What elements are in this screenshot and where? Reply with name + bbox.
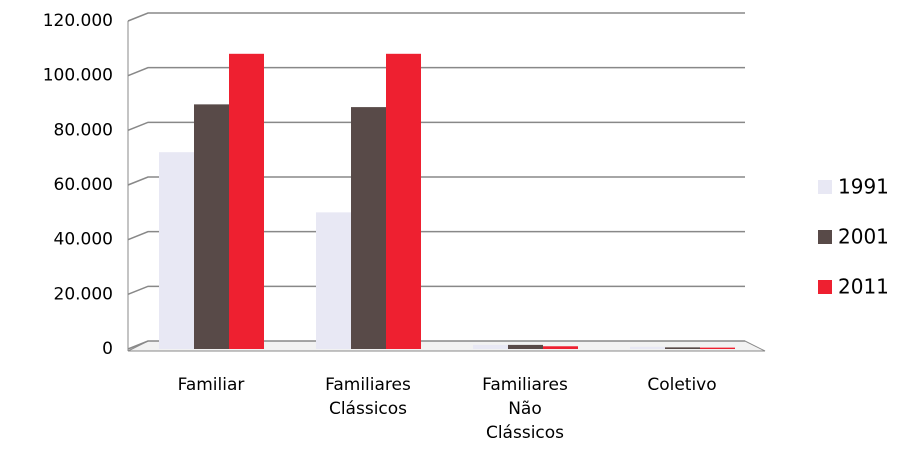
grid-line <box>127 285 745 296</box>
grid-line <box>127 121 745 132</box>
x-tick-label: Familiares Clássicos <box>325 375 411 419</box>
bar <box>159 152 194 349</box>
bar <box>508 344 543 349</box>
bar <box>194 104 229 349</box>
legend-label: 2001 <box>838 225 889 249</box>
legend-swatch <box>818 280 832 294</box>
y-tick-label: 120.000 <box>43 11 113 31</box>
grid-line <box>127 66 745 77</box>
y-tick-label: 0 <box>102 339 113 359</box>
bar <box>700 347 735 349</box>
y-tick-label: 60.000 <box>54 175 113 195</box>
y-tick-label: 80.000 <box>54 120 113 140</box>
grid-line <box>127 176 745 186</box>
x-tick-label: Familiares Não Clássicos <box>482 375 568 443</box>
legend-label: 1991 <box>838 175 889 199</box>
bar <box>630 346 665 349</box>
grid-line <box>127 12 745 22</box>
x-tick-label: Coletivo <box>647 375 717 395</box>
y-tick-label: 20.000 <box>54 284 113 304</box>
x-tick-label: Familiar <box>177 375 245 395</box>
legend-swatch <box>818 230 832 244</box>
bar <box>665 347 700 349</box>
bar <box>473 344 508 349</box>
bar <box>229 53 264 350</box>
bar <box>386 53 421 350</box>
y-tick-label: 40.000 <box>54 230 113 250</box>
y-tick-label: 100.000 <box>43 66 113 86</box>
grid-line <box>127 340 745 350</box>
legend-label: 2011 <box>838 275 889 299</box>
legend-swatch <box>818 180 832 194</box>
grid-line <box>127 230 745 241</box>
bar <box>543 346 578 349</box>
bar <box>351 107 386 349</box>
bar <box>316 212 351 349</box>
